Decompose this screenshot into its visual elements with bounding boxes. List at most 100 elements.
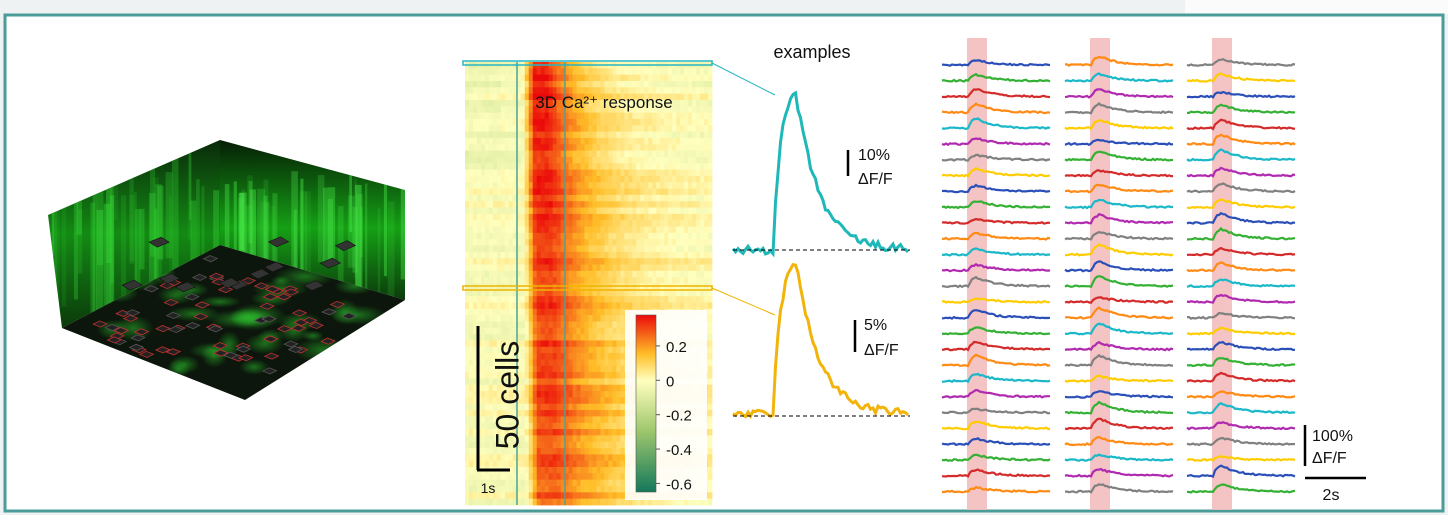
heat-cell bbox=[676, 277, 680, 284]
heat-cell bbox=[529, 176, 533, 183]
heat-cell bbox=[581, 461, 585, 468]
heat-cell bbox=[581, 151, 585, 158]
heat-cell bbox=[608, 480, 612, 487]
heat-cell bbox=[672, 182, 676, 189]
heat-cell bbox=[692, 176, 696, 183]
heat-cell bbox=[573, 227, 577, 234]
heat-cell bbox=[664, 81, 668, 88]
heat-cell bbox=[549, 195, 553, 202]
heat-cell bbox=[473, 265, 477, 272]
heat-cell bbox=[473, 119, 477, 126]
heat-cell bbox=[708, 492, 712, 499]
heat-cell bbox=[581, 277, 585, 284]
heat-cell bbox=[545, 189, 549, 196]
heat-cell bbox=[596, 309, 600, 316]
heat-cell bbox=[660, 201, 664, 208]
heat-cell bbox=[569, 176, 573, 183]
heat-cell bbox=[553, 277, 557, 284]
heat-cell bbox=[604, 157, 608, 164]
heat-cell bbox=[485, 208, 489, 215]
heat-cell bbox=[557, 353, 561, 360]
heat-cell bbox=[573, 233, 577, 240]
heat-cell bbox=[469, 423, 473, 430]
heat-cell bbox=[688, 75, 692, 82]
heat-cell bbox=[465, 157, 469, 164]
heat-cell bbox=[708, 454, 712, 461]
heat-cell bbox=[624, 170, 628, 177]
heat-cell bbox=[569, 170, 573, 177]
heat-cell bbox=[509, 208, 513, 215]
heat-cell bbox=[616, 385, 620, 392]
heat-cell bbox=[656, 246, 660, 253]
heat-cell bbox=[477, 201, 481, 208]
heat-cell bbox=[708, 321, 712, 328]
heat-cell bbox=[672, 296, 676, 303]
heat-cell bbox=[545, 271, 549, 278]
heat-cell bbox=[529, 246, 533, 253]
heat-cell bbox=[589, 366, 593, 373]
heat-cell bbox=[684, 106, 688, 113]
heat-cell bbox=[529, 157, 533, 164]
heat-cell bbox=[589, 473, 593, 480]
heat-cell bbox=[676, 125, 680, 132]
heat-cell bbox=[569, 492, 573, 499]
heat-cell bbox=[660, 81, 664, 88]
heat-cell bbox=[632, 119, 636, 126]
heat-cell bbox=[545, 214, 549, 221]
heat-cell bbox=[541, 492, 545, 499]
heat-cell bbox=[644, 138, 648, 145]
heat-cell bbox=[577, 144, 581, 151]
heat-cell bbox=[529, 119, 533, 126]
heat-cell bbox=[465, 442, 469, 449]
heat-cell bbox=[620, 265, 624, 272]
heat-cell bbox=[604, 208, 608, 215]
heat-cell bbox=[573, 189, 577, 196]
heat-cell bbox=[529, 492, 533, 499]
heat-cell bbox=[501, 334, 505, 341]
heat-cell bbox=[592, 378, 596, 385]
heat-cell bbox=[668, 195, 672, 202]
heat-cell bbox=[636, 189, 640, 196]
heat-cell bbox=[573, 75, 577, 82]
heat-cell bbox=[620, 239, 624, 246]
heat-cell bbox=[592, 239, 596, 246]
heat-cell bbox=[596, 442, 600, 449]
heat-cell bbox=[640, 258, 644, 265]
heat-cell bbox=[612, 461, 616, 468]
heat-cell bbox=[537, 397, 541, 404]
heat-cell bbox=[505, 461, 509, 468]
heat-cell bbox=[589, 296, 593, 303]
heat-cell bbox=[549, 132, 553, 139]
heat-cell bbox=[596, 492, 600, 499]
heat-cell bbox=[529, 429, 533, 436]
heat-cell bbox=[557, 448, 561, 455]
heat-cell bbox=[581, 467, 585, 474]
heat-cell bbox=[541, 214, 545, 221]
heat-cell bbox=[553, 423, 557, 430]
heat-cell bbox=[608, 68, 612, 75]
heat-cell bbox=[624, 144, 628, 151]
heat-cell bbox=[573, 170, 577, 177]
heat-cell bbox=[688, 271, 692, 278]
heat-cell bbox=[704, 252, 708, 259]
heat-cell bbox=[477, 113, 481, 120]
heat-cell bbox=[600, 81, 604, 88]
heat-cell bbox=[604, 499, 608, 506]
heat-cell bbox=[541, 302, 545, 309]
heat-cell bbox=[553, 290, 557, 297]
heat-cell bbox=[616, 265, 620, 272]
heat-cell bbox=[469, 151, 473, 158]
heat-cell bbox=[620, 480, 624, 487]
heat-cell bbox=[509, 499, 513, 506]
heat-cell bbox=[589, 68, 593, 75]
heat-cell bbox=[608, 499, 612, 506]
heat-cell bbox=[700, 132, 704, 139]
heat-cell bbox=[652, 151, 656, 158]
heat-cell bbox=[708, 258, 712, 265]
heat-cell bbox=[509, 233, 513, 240]
heat-cell bbox=[688, 100, 692, 107]
heat-cell bbox=[577, 258, 581, 265]
heat-cell bbox=[473, 157, 477, 164]
heat-cell bbox=[628, 132, 632, 139]
heat-cell bbox=[469, 480, 473, 487]
